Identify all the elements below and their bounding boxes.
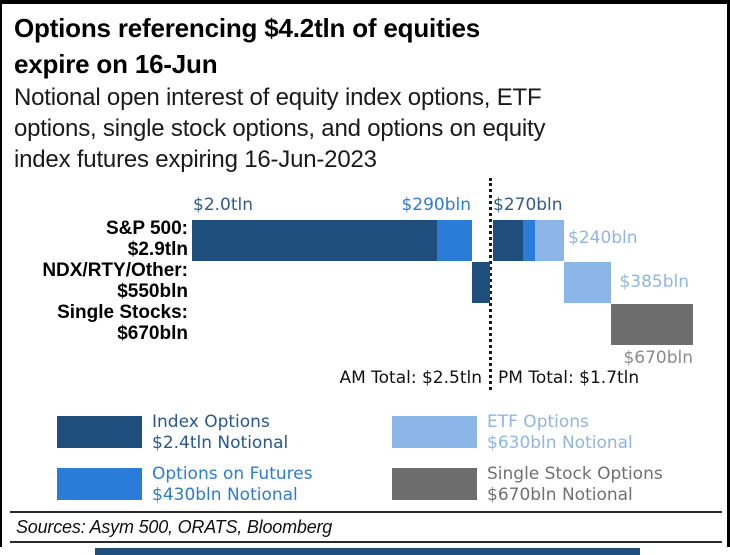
legend-label-line2: $630bln Notional: [487, 433, 633, 453]
legend-swatch-etf-options: [392, 416, 477, 448]
legend-label-line1: ETF Options: [487, 412, 589, 432]
subtitle-line3: index futures expiring 16-Jun-2023: [14, 146, 377, 173]
left-border: [0, 0, 2, 547]
legend-label-line1: Options on Futures: [152, 464, 313, 484]
footer-rule-bottom: [10, 541, 722, 543]
pm-total-label: PM Total: $1.7tln: [498, 368, 640, 388]
am-pm-divider-dotted-line: [489, 178, 492, 390]
legend-swatch-options-on-futures: [57, 468, 142, 500]
legend-label-line1: Single Stock Options: [487, 464, 663, 484]
bar-segment-single_stock_options: [611, 304, 693, 345]
subtitle-line2: options, single stock options, and optio…: [14, 115, 546, 142]
bar-segment-etf_options: [564, 262, 611, 303]
bar-segment-options_on_futures: [437, 220, 472, 261]
bar-segment-index_options: [192, 220, 437, 261]
legend-label-etf-options: ETF Options $630bln Notional: [487, 412, 633, 454]
bar-segment-etf_options: [535, 220, 564, 261]
legend-label-line1: Index Options: [152, 412, 270, 432]
value-label: $385bln: [619, 272, 689, 292]
bottom-accent-bar: [95, 548, 640, 555]
legend-label-single-stock-options: Single Stock Options $670bln Notional: [487, 464, 663, 506]
category-label: Single Stocks: $670bln: [0, 302, 188, 344]
legend-label-line2: $2.4tln Notional: [152, 433, 289, 453]
legend-label-line2: $670bln Notional: [487, 485, 633, 505]
value-label: $2.0tln: [193, 195, 254, 215]
subtitle: Notional open interest of equity index o…: [14, 82, 720, 175]
category-label-line: S&P 500:: [105, 218, 188, 239]
legend-label-options-on-futures: Options on Futures $430bln Notional: [152, 464, 313, 506]
bar-segment-index_options: [472, 262, 490, 303]
value-label: $290bln: [401, 195, 471, 215]
legend-swatch-single-stock-options: [392, 468, 477, 500]
am-total-label: AM Total: $2.5tln: [339, 368, 482, 388]
value-label: $270bln: [493, 195, 563, 215]
value-label: $240bln: [568, 228, 638, 248]
legend-swatch-index-options: [57, 416, 142, 448]
bar-segment-options_on_futures: [523, 220, 535, 261]
legend-label-index-options: Index Options $2.4tln Notional: [152, 412, 288, 454]
legend-label-line2: $430bln Notional: [152, 485, 298, 505]
page-title: Options referencing $4.2tln of equities …: [14, 10, 714, 82]
subtitle-line1: Notional open interest of equity index o…: [14, 84, 542, 111]
category-label-line: NDX/RTY/Other:: [42, 260, 188, 281]
category-label: S&P 500: $2.9tln: [0, 218, 188, 260]
footer-rule-top: [10, 511, 722, 513]
right-border: [727, 0, 730, 547]
page-title-line2: expire on 16-Jun: [14, 49, 218, 79]
category-label-line: $550bln: [117, 281, 188, 302]
category-label-line: $670bln: [117, 323, 188, 344]
sources-note: Sources: Asym 500, ORATS, Bloomberg: [16, 517, 333, 537]
top-border: [0, 0, 730, 4]
category-label-line: $2.9tln: [127, 239, 188, 260]
category-label-line: Single Stocks:: [57, 302, 188, 323]
category-label: NDX/RTY/Other: $550bln: [0, 260, 188, 302]
bar-segment-index_options: [493, 220, 523, 261]
value-label: $670bln: [623, 348, 693, 368]
page-title-line1: Options referencing $4.2tln of equities: [14, 13, 481, 43]
